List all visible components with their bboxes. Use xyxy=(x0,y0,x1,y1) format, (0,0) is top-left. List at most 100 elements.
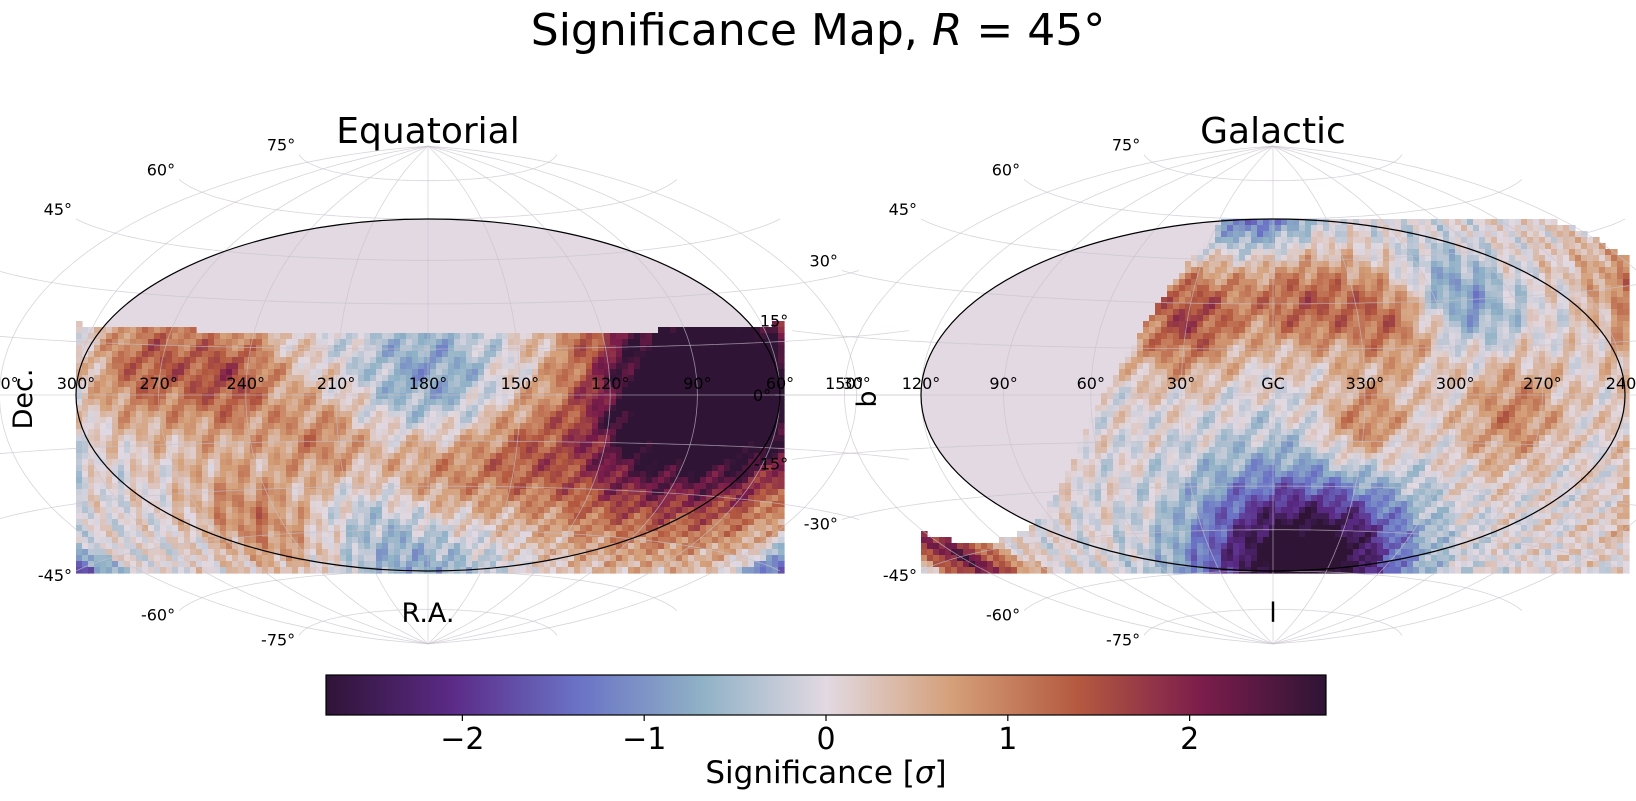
significance-cell xyxy=(736,363,743,370)
significance-cell xyxy=(136,405,143,412)
significance-cell xyxy=(574,435,581,442)
significance-cell xyxy=(688,333,695,340)
significance-cell xyxy=(454,441,461,448)
significance-cell xyxy=(376,363,383,370)
significance-cell xyxy=(286,387,293,394)
significance-cell xyxy=(388,459,395,466)
significance-cell xyxy=(646,555,653,562)
significance-cell xyxy=(634,555,641,562)
significance-cell xyxy=(526,369,533,376)
significance-cell xyxy=(208,363,215,370)
significance-cell xyxy=(202,345,209,352)
significance-cell xyxy=(688,465,695,472)
significance-cell xyxy=(196,363,203,370)
significance-cell xyxy=(514,537,521,544)
significance-cell xyxy=(478,495,485,502)
significance-cell xyxy=(268,471,275,478)
significance-cell xyxy=(196,483,203,490)
significance-cell xyxy=(592,501,599,508)
significance-cell xyxy=(658,477,665,484)
significance-cell xyxy=(622,423,629,430)
significance-cell xyxy=(202,435,209,442)
significance-cell xyxy=(472,351,479,358)
significance-cell xyxy=(388,537,395,544)
significance-cell xyxy=(100,351,107,358)
significance-cell xyxy=(502,531,509,538)
significance-cell xyxy=(304,399,311,406)
significance-cell xyxy=(748,369,755,376)
significance-cell xyxy=(166,531,173,538)
significance-cell xyxy=(328,429,335,436)
significance-cell xyxy=(208,333,215,340)
significance-cell xyxy=(688,471,695,478)
significance-cell xyxy=(646,399,653,406)
significance-cell xyxy=(712,501,719,508)
significance-cell xyxy=(712,543,719,550)
significance-cell xyxy=(430,405,437,412)
significance-cell xyxy=(514,351,521,358)
significance-cell xyxy=(616,363,623,370)
significance-cell xyxy=(400,531,407,538)
significance-cell xyxy=(124,549,131,556)
significance-cell xyxy=(724,429,731,436)
significance-cell xyxy=(592,531,599,538)
significance-cell xyxy=(286,537,293,544)
significance-cell xyxy=(232,465,239,472)
significance-cell xyxy=(724,405,731,412)
significance-cell xyxy=(676,477,683,484)
significance-cell xyxy=(364,477,371,484)
significance-cell xyxy=(670,351,677,358)
significance-cell xyxy=(682,519,689,526)
significance-cell xyxy=(586,369,593,376)
significance-cell xyxy=(148,423,155,430)
significance-cell xyxy=(472,471,479,478)
significance-cell xyxy=(304,555,311,562)
significance-cell xyxy=(382,501,389,508)
significance-cell xyxy=(592,495,599,502)
significance-cell xyxy=(376,471,383,478)
significance-cell xyxy=(106,393,113,400)
significance-cell xyxy=(142,429,149,436)
significance-cell xyxy=(466,339,473,346)
significance-cell xyxy=(454,375,461,382)
significance-cell xyxy=(316,429,323,436)
significance-cell xyxy=(466,345,473,352)
significance-cell xyxy=(622,459,629,466)
significance-cell xyxy=(562,441,569,448)
significance-cell xyxy=(184,387,191,394)
significance-cell xyxy=(142,381,149,388)
significance-cell xyxy=(742,543,749,550)
significance-cell xyxy=(358,555,365,562)
significance-cell xyxy=(754,435,761,442)
significance-cell xyxy=(160,435,167,442)
significance-cell xyxy=(286,405,293,412)
significance-cell xyxy=(340,345,347,352)
significance-cell xyxy=(376,387,383,394)
significance-cell xyxy=(730,417,737,424)
significance-cell xyxy=(484,459,491,466)
significance-cell xyxy=(712,405,719,412)
significance-cell xyxy=(568,537,575,544)
significance-cell xyxy=(550,483,557,490)
significance-cell xyxy=(700,363,707,370)
significance-cell xyxy=(574,477,581,484)
significance-cell xyxy=(748,381,755,388)
significance-cell xyxy=(448,387,455,394)
significance-cell xyxy=(286,507,293,514)
significance-cell xyxy=(718,447,725,454)
significance-cell xyxy=(508,561,515,568)
significance-cell xyxy=(484,531,491,538)
significance-cell xyxy=(700,507,707,514)
significance-cell xyxy=(118,393,125,400)
significance-cell xyxy=(202,429,209,436)
significance-cell xyxy=(220,489,227,496)
significance-cell xyxy=(76,489,83,496)
significance-cell xyxy=(214,345,221,352)
significance-cell xyxy=(376,411,383,418)
significance-cell xyxy=(520,459,527,466)
significance-cell xyxy=(226,501,233,508)
significance-cell xyxy=(268,477,275,484)
significance-cell xyxy=(436,417,443,424)
significance-cell xyxy=(742,567,749,574)
significance-cell xyxy=(244,405,251,412)
